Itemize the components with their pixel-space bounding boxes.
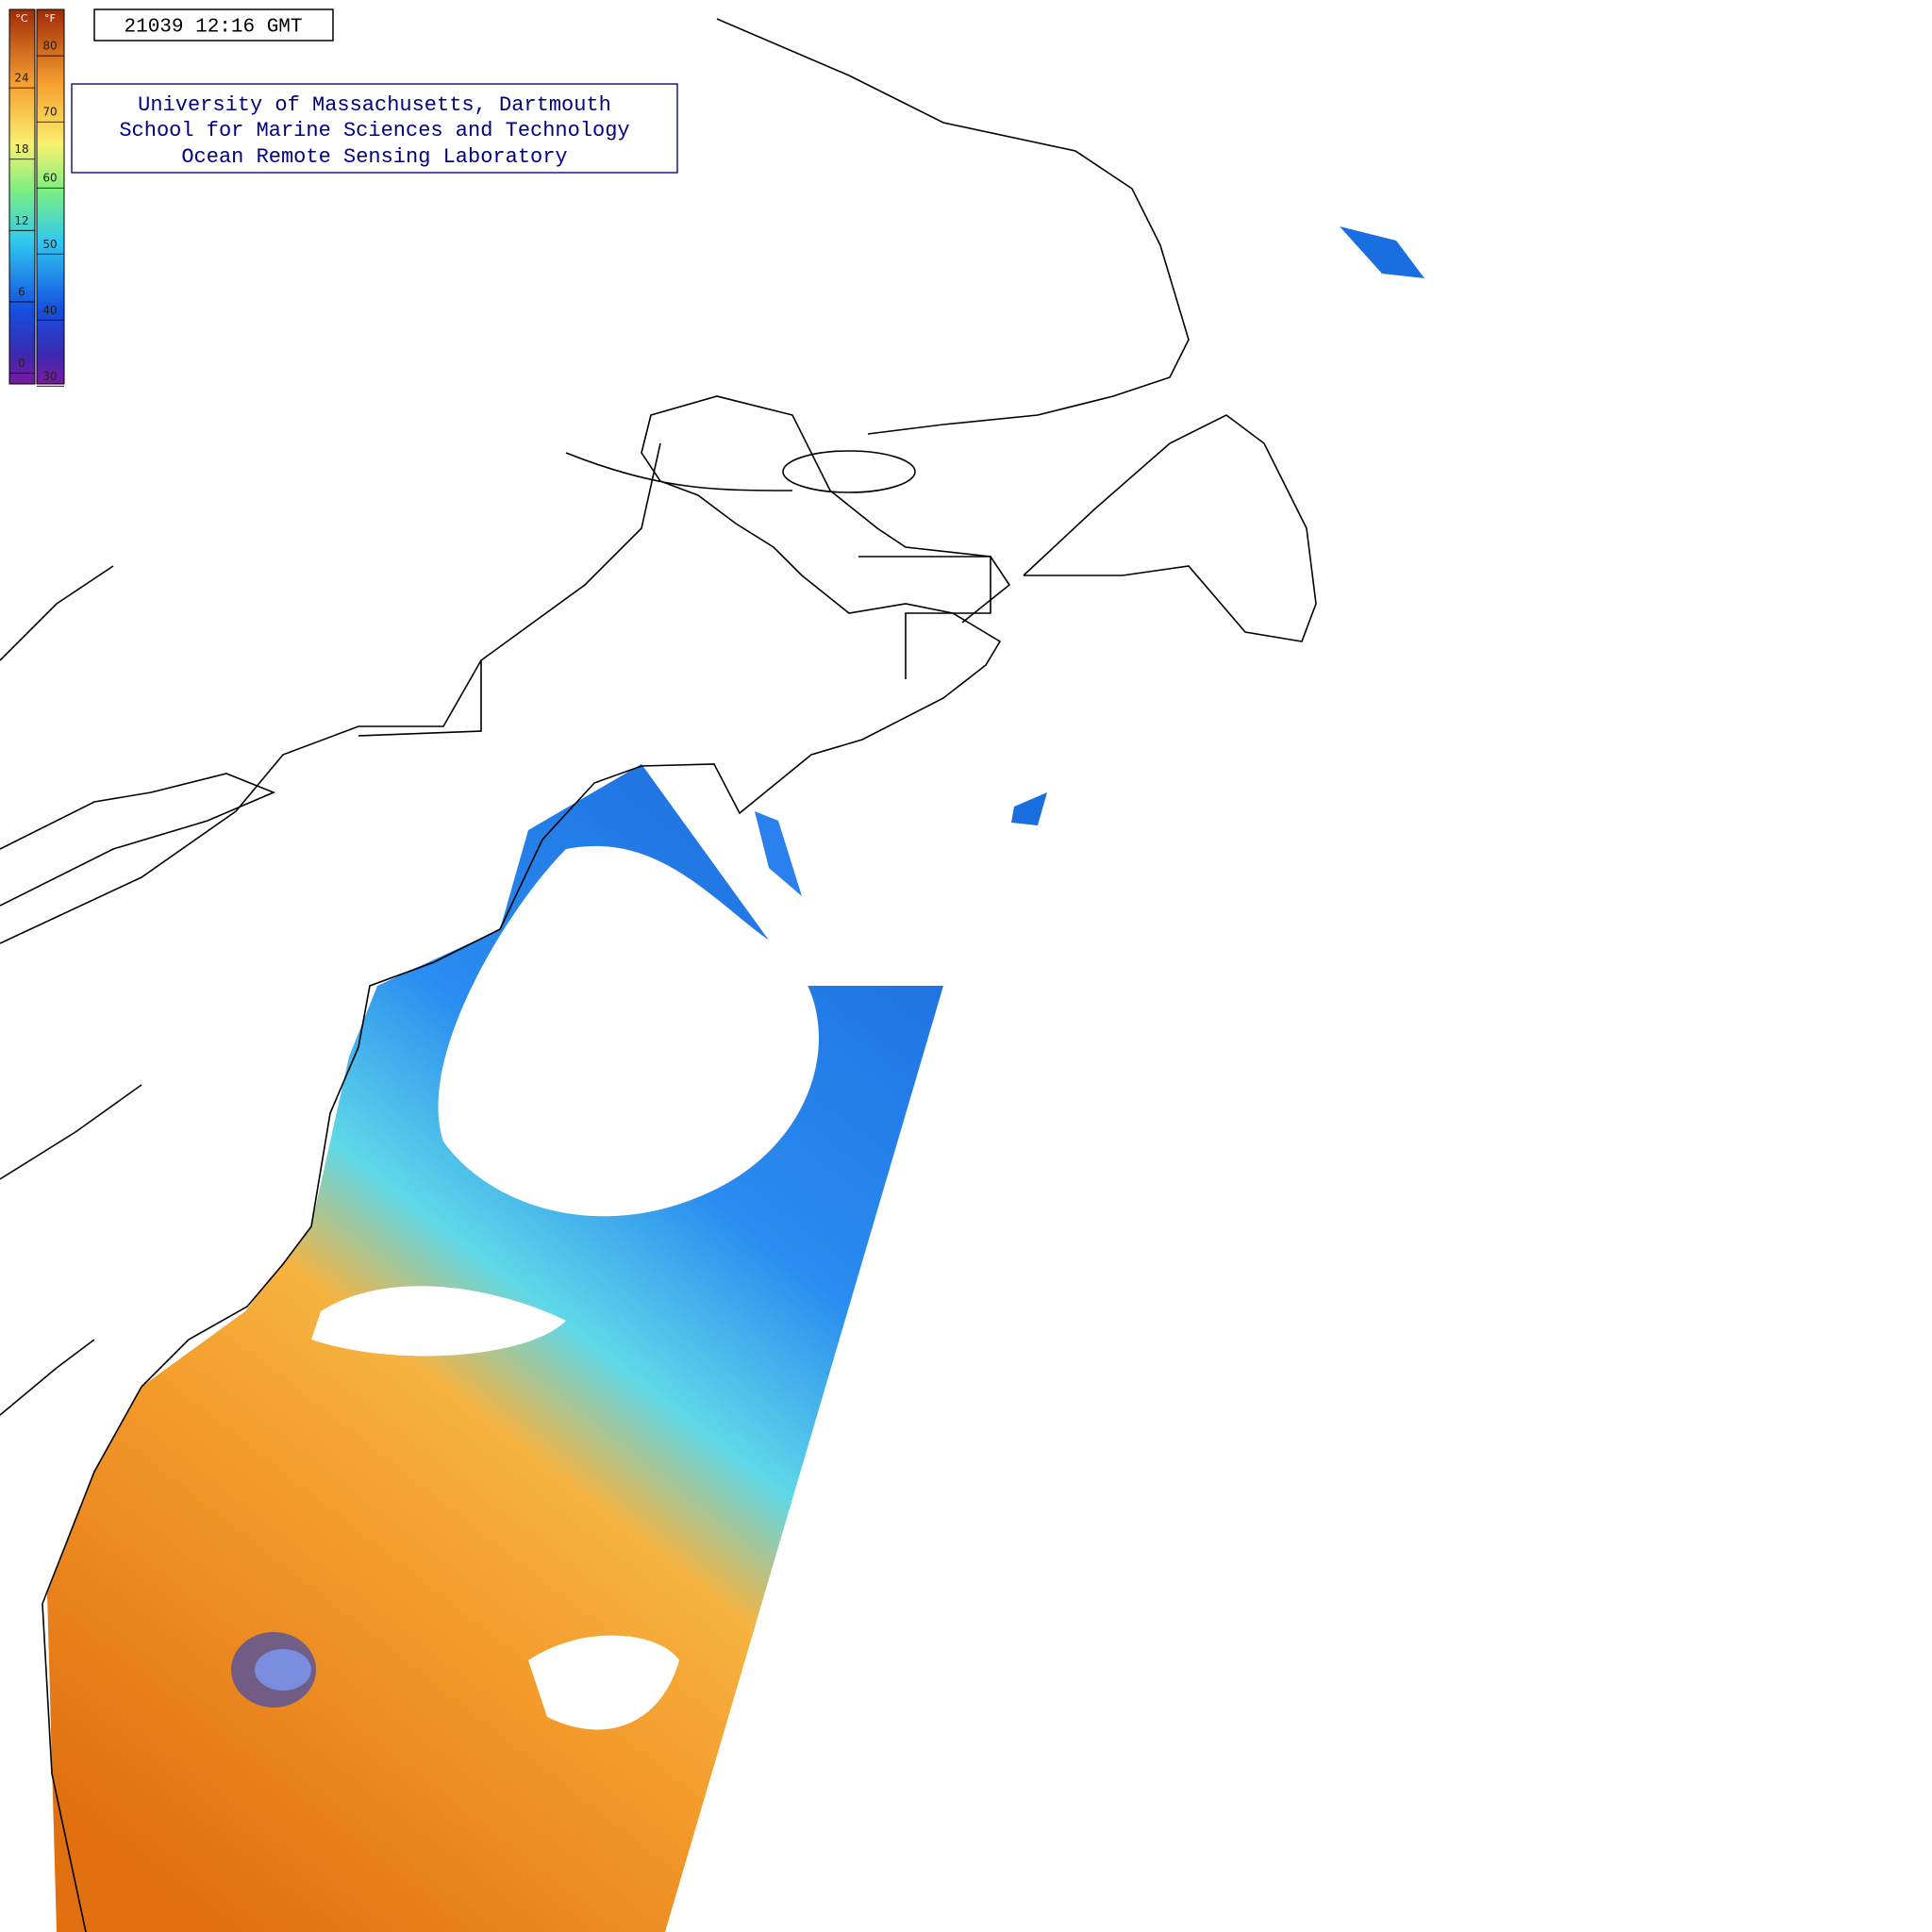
colorbar-tick-label: 30 (42, 370, 57, 383)
cloud (438, 845, 819, 1217)
cloud (311, 1286, 566, 1357)
sst-patch (755, 811, 802, 896)
unit-label: °F (44, 12, 56, 25)
river (0, 565, 142, 1416)
lake (0, 773, 276, 907)
border (858, 556, 991, 679)
cold-eddy (231, 1632, 316, 1707)
cloud-mask (255, 845, 819, 1730)
coastline (42, 395, 1011, 1932)
colorbar-tick-label: 18 (14, 142, 28, 156)
cloud (528, 1635, 679, 1730)
unit-label: °C (15, 12, 28, 25)
colorbar-celsius (8, 8, 36, 385)
coastline (1023, 414, 1317, 642)
river (0, 442, 661, 944)
colorbar-tick-label: 24 (14, 72, 28, 85)
credit-line: University of Massachusetts, Dartmouth (138, 93, 611, 117)
coastlines (0, 18, 1317, 1932)
colorbar-tick-label: 50 (42, 238, 57, 251)
sst-patch (1011, 792, 1047, 825)
colorbar-fahrenheit (36, 8, 65, 385)
coastline (716, 18, 1190, 435)
colorbar-tick-label: 60 (42, 172, 57, 185)
colorbar-tick-label: 6 (18, 285, 25, 298)
colorbar-tick-label: 80 (42, 40, 57, 53)
colorbar-labels: 0 6 12 18 24 30 40 50 60 70 80 (9, 40, 64, 387)
lake (782, 450, 916, 493)
credit-box (71, 83, 678, 174)
sst-patch (1340, 226, 1424, 278)
colorbar-tick-label: 70 (42, 106, 57, 119)
colorbar-tick-label: 40 (42, 304, 57, 317)
credit-line: School for Marine Sciences and Technolog… (119, 119, 629, 142)
river (565, 452, 793, 491)
timestamp-box (93, 8, 334, 42)
timestamp: 21039 12:16 GMT (124, 17, 302, 39)
colorbar-tick-label: 12 (14, 214, 28, 227)
colorbar-tick-label: 0 (18, 357, 25, 370)
border (358, 660, 482, 737)
credit-line: Ocean Remote Sensing Laboratory (181, 145, 567, 169)
